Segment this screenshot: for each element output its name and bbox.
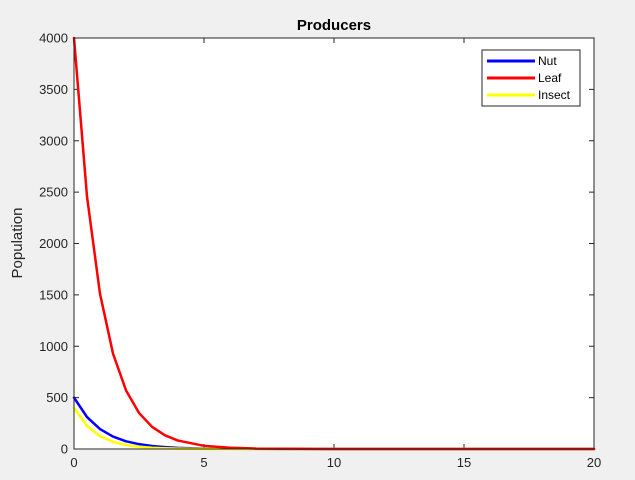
plot-frame <box>73 37 595 450</box>
y-tick-label: 4000 <box>39 31 68 46</box>
x-tick-label: 0 <box>70 455 77 470</box>
y-axis-label: Population <box>9 208 26 279</box>
y-tick-label: 2000 <box>39 236 68 251</box>
y-tick-label: 1500 <box>39 287 68 302</box>
y-tick-label: 3000 <box>39 133 68 148</box>
y-tick-label: 1000 <box>39 339 68 354</box>
chart-title: Producers <box>297 17 371 34</box>
x-tick-label: 10 <box>327 455 341 470</box>
y-tick-label: 3500 <box>39 82 68 97</box>
x-tick-label: 5 <box>200 455 207 470</box>
y-tick-label: 500 <box>46 390 68 405</box>
legend-label-insect: Insect <box>538 88 571 102</box>
y-tick-label: 2500 <box>39 185 68 200</box>
legend-label-leaf: Leaf <box>538 71 562 85</box>
x-tick-label: 15 <box>457 455 471 470</box>
legend-label-nut: Nut <box>538 54 557 68</box>
legend: Nut Leaf Insect <box>481 49 581 107</box>
y-tick-label: 0 <box>61 442 68 457</box>
x-tick-label: 20 <box>587 455 601 470</box>
